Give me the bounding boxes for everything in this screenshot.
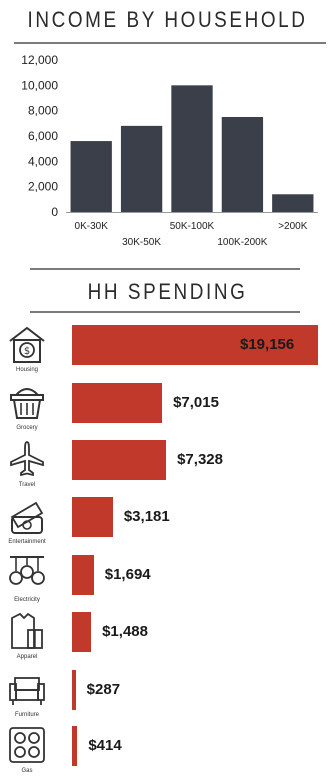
income-bar <box>70 141 112 212</box>
y-tick-label: 12,000 <box>21 53 58 67</box>
spending-value-label: $1,694 <box>104 566 151 583</box>
y-tick-label: 0 <box>51 205 58 219</box>
spending-value-label: $3,181 <box>123 508 170 525</box>
spending-bar <box>72 383 163 423</box>
spending-bar <box>72 555 94 595</box>
x-tick-label: 0K-30K <box>75 221 109 232</box>
income-bar <box>272 194 314 212</box>
airplane-icon <box>6 438 48 480</box>
spending-row-furniture: Furniture $287 <box>0 668 335 726</box>
house-dollar-icon: $ <box>6 323 48 365</box>
spending-row-travel: Travel $7,328 <box>0 438 335 496</box>
income-title-rule <box>14 42 326 44</box>
spending-row-grocery: Grocery $7,015 <box>0 381 335 439</box>
y-tick-label: 4,000 <box>28 154 58 168</box>
sofa-icon <box>6 668 48 710</box>
shopping-basket-icon <box>6 381 48 423</box>
spending-category-label: Gas <box>21 768 33 774</box>
svg-text:$: $ <box>24 346 30 357</box>
spending-bar <box>72 497 113 537</box>
y-tick-label: 8,000 <box>28 104 58 118</box>
spending-bar <box>72 325 318 365</box>
spending-row-apparel: Apparel $1,488 <box>0 610 335 668</box>
spending-category-label: Electricity <box>14 597 40 603</box>
spending-row-housing: $ Housing $19,156 <box>0 323 335 381</box>
spending-value-label: $414 <box>88 737 122 754</box>
spending-bar <box>72 726 78 766</box>
ticket-icon <box>6 495 48 537</box>
clothes-icon <box>6 610 48 652</box>
spending-category-label: Grocery <box>16 425 38 431</box>
income-bar <box>120 125 163 212</box>
spending-row-gas: Gas $414 <box>0 724 335 782</box>
spending-category-label: Travel <box>18 482 36 488</box>
spending-category-label: Housing <box>15 367 38 373</box>
spending-bar <box>72 440 167 480</box>
spending-value-label: $7,015 <box>173 394 219 411</box>
spending-category-label: Apparel <box>16 654 38 660</box>
x-tick-label: >200K <box>278 221 308 232</box>
y-tick-label: 6,000 <box>28 129 58 143</box>
x-tick-label: 50K-100K <box>170 221 215 232</box>
spending-value-label: $7,328 <box>177 451 223 468</box>
spending-chart-title: HH SPENDING <box>87 279 248 304</box>
spending-value-label: $19,156 <box>240 336 295 353</box>
spending-top-rule <box>30 268 300 270</box>
spending-category-label: Entertainment <box>8 539 46 545</box>
spending-value-label: $287 <box>86 681 121 698</box>
y-tick-label: 10,000 <box>21 78 58 92</box>
spending-value-label: $1,488 <box>102 623 148 640</box>
light-bulbs-icon <box>6 553 48 595</box>
income-bar-chart: 0 2,000 4,000 6,000 8,000 10,000 12,000 0K-30K 3… <box>21 53 318 248</box>
y-tick-label: 2,000 <box>28 180 58 194</box>
x-tick-label: 100K-200K <box>217 237 267 248</box>
spending-row-entertainment: Entertainment $3,181 <box>0 495 335 553</box>
x-tick-label: 30K-50K <box>122 237 161 248</box>
spending-row-electricity: Electricity $1,694 <box>0 553 335 611</box>
spending-bar <box>72 612 92 652</box>
income-chart-title: INCOME BY HOUSEHOLD <box>27 7 308 32</box>
spending-bar <box>72 670 76 710</box>
spending-category-label: Furniture <box>14 712 39 718</box>
income-bar <box>221 117 264 212</box>
spending-title-rule <box>30 311 300 313</box>
income-bar <box>171 85 213 212</box>
stove-icon <box>6 724 48 766</box>
